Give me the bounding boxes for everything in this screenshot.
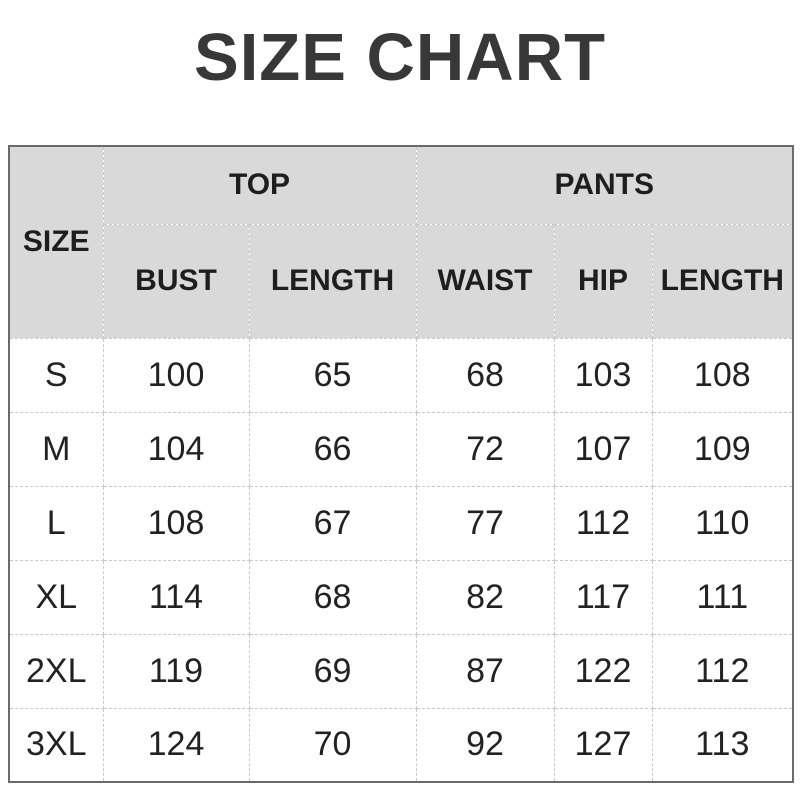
corner-size-header: SIZE xyxy=(8,145,104,339)
value-cell: 122 xyxy=(553,633,653,709)
value-cell: 65 xyxy=(248,337,417,413)
page-title: SIZE CHART xyxy=(194,20,606,95)
value-cell: 87 xyxy=(415,633,555,709)
group-header-top: TOP xyxy=(102,145,417,225)
header-subrow: BUST LENGTH WAIST HIP LENGTH xyxy=(9,223,794,339)
size-cell: L xyxy=(8,485,104,561)
value-cell: 113 xyxy=(651,707,794,783)
value-cell: 107 xyxy=(553,411,653,487)
value-cell: 124 xyxy=(102,707,250,783)
value-cell: 68 xyxy=(248,559,417,635)
value-cell: 119 xyxy=(102,633,250,709)
table-row-s: S 100 65 68 103 108 xyxy=(8,337,794,413)
table-row-2xl: 2XL 119 69 87 122 112 xyxy=(8,633,794,709)
value-cell: 100 xyxy=(102,337,250,413)
value-cell: 104 xyxy=(102,411,250,487)
value-cell: 112 xyxy=(553,485,653,561)
table-row-xl: XL 114 68 82 117 111 xyxy=(8,559,794,635)
header-group-row: SIZE TOP PANTS xyxy=(8,145,794,339)
value-cell: 72 xyxy=(415,411,555,487)
value-cell: 127 xyxy=(553,707,653,783)
value-cell: 77 xyxy=(415,485,555,561)
value-cell: 82 xyxy=(415,559,555,635)
value-cell: 117 xyxy=(553,559,653,635)
size-cell: M xyxy=(8,411,104,487)
value-cell: 69 xyxy=(248,633,417,709)
table-row-l: L 108 67 77 112 110 xyxy=(8,485,794,561)
col-header-waist: WAIST xyxy=(415,223,555,339)
size-cell: S xyxy=(8,337,104,413)
value-cell: 103 xyxy=(553,337,653,413)
size-cell: 3XL xyxy=(8,707,104,783)
value-cell: 110 xyxy=(651,485,794,561)
size-cell: 2XL xyxy=(8,633,104,709)
value-cell: 68 xyxy=(415,337,555,413)
col-header-top-length: LENGTH xyxy=(248,223,417,339)
value-cell: 108 xyxy=(102,485,250,561)
value-cell: 109 xyxy=(651,411,794,487)
size-chart-table: SIZE TOP PANTS BUST LENGTH WAIST HIP LEN… xyxy=(8,145,795,783)
value-cell: 66 xyxy=(248,411,417,487)
value-cell: 114 xyxy=(102,559,250,635)
value-cell: 92 xyxy=(415,707,555,783)
value-cell: 108 xyxy=(651,337,794,413)
group-header-pants: PANTS xyxy=(415,145,794,225)
col-header-hip: HIP xyxy=(553,223,653,339)
table-row-m: M 104 66 72 107 109 xyxy=(8,411,794,487)
table-row-3xl: 3XL 124 70 92 127 113 xyxy=(8,707,794,783)
col-header-bust: BUST xyxy=(102,223,250,339)
size-cell: XL xyxy=(8,559,104,635)
value-cell: 111 xyxy=(651,559,794,635)
col-header-pants-length: LENGTH xyxy=(651,223,794,339)
value-cell: 67 xyxy=(248,485,417,561)
value-cell: 70 xyxy=(248,707,417,783)
value-cell: 112 xyxy=(651,633,794,709)
